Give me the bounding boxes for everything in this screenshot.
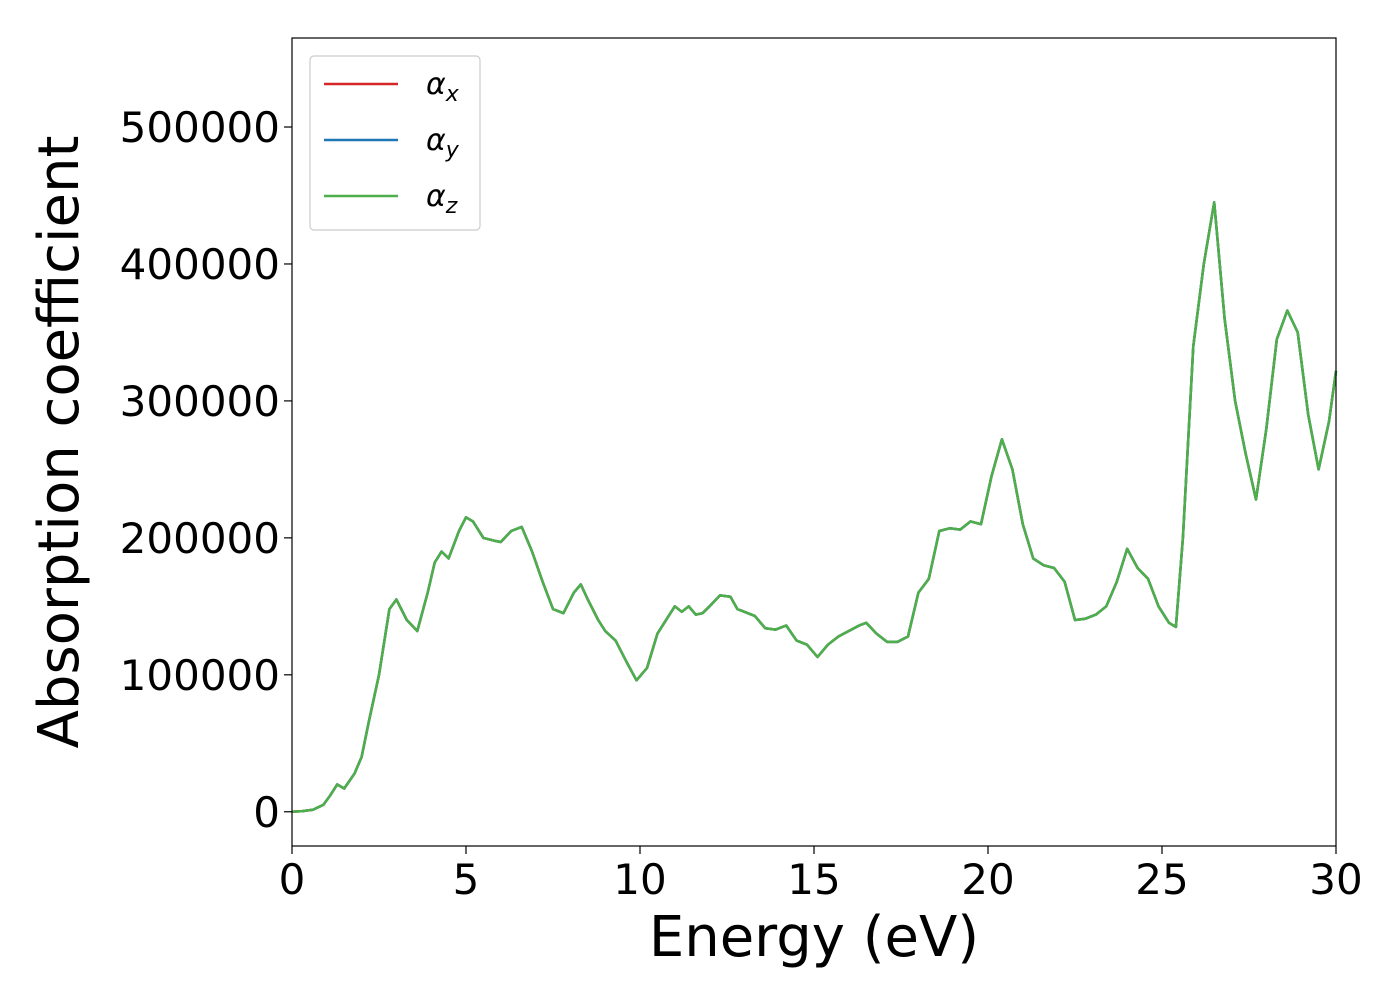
- y-tick-label-3: 300000: [120, 377, 280, 426]
- x-axis: 0 5 10 15 20 25 30: [279, 846, 1363, 904]
- x-axis-label: Energy (eV): [649, 905, 979, 970]
- legend-label-0: αx: [426, 67, 460, 107]
- series-layer: [291, 201, 1338, 814]
- y-tick-label-1: 100000: [120, 651, 280, 700]
- y-tick-label-2: 200000: [120, 514, 280, 563]
- legend-label-2: αz: [426, 179, 458, 219]
- legend-box: [309, 55, 481, 231]
- y-axis: 0 100000 200000 300000 400000 500000: [120, 103, 292, 837]
- x-tick-label-0: 0: [279, 855, 306, 904]
- series-line-1: [291, 201, 1338, 814]
- x-tick-label-3: 15: [787, 855, 840, 904]
- series-line-2: [291, 201, 1338, 814]
- y-tick-label-5: 500000: [120, 103, 280, 152]
- x-tick-label-1: 5: [453, 855, 480, 904]
- x-tick-label-5: 25: [1135, 855, 1188, 904]
- y-tick-label-4: 400000: [120, 240, 280, 289]
- x-tick-label-6: 30: [1309, 855, 1362, 904]
- y-tick-label-0: 0: [253, 788, 280, 837]
- x-tick-label-2: 10: [613, 855, 666, 904]
- x-tick-label-4: 20: [961, 855, 1014, 904]
- legend: αx αy αz: [309, 55, 481, 231]
- y-axis-label: Absorption coefficient: [27, 136, 92, 749]
- series-line-0: [291, 201, 1338, 814]
- legend-label-1: αy: [426, 123, 460, 163]
